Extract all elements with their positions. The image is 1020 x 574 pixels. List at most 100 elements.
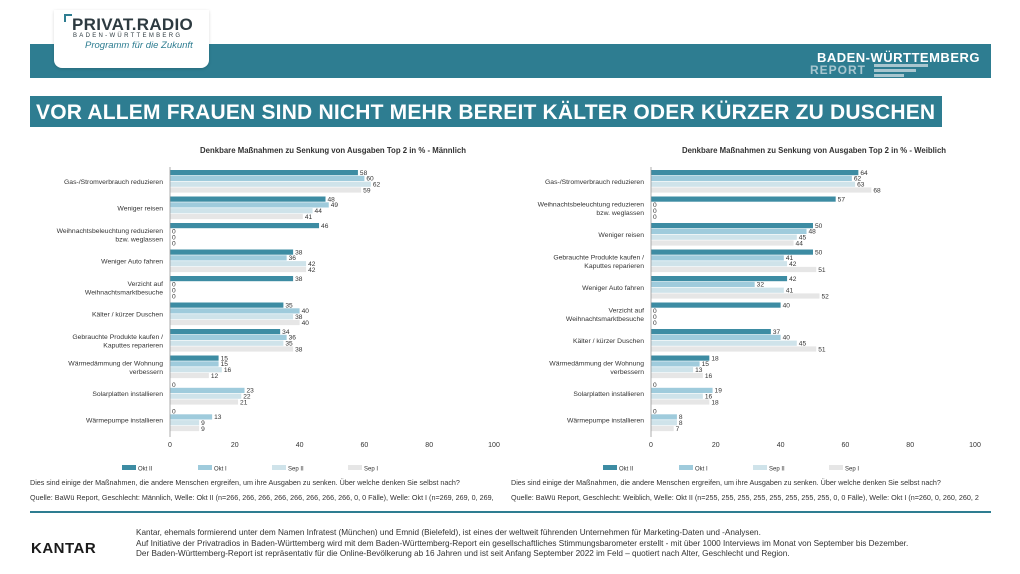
data-label: 15	[221, 361, 229, 368]
x-tick-label: 20	[712, 442, 720, 449]
category-label: Verzicht auf	[127, 281, 163, 288]
bar	[170, 361, 219, 367]
category-label: Gas-/Stromverbrauch reduzieren	[545, 179, 644, 186]
bar	[170, 346, 294, 352]
legend-swatch	[348, 465, 362, 470]
data-label: 59	[363, 187, 371, 194]
data-label: 0	[172, 229, 176, 236]
category-label: Gebrauchte Produkte kaufen /	[72, 334, 163, 341]
data-label: 42	[308, 261, 316, 268]
data-label: 40	[783, 302, 791, 309]
bar	[651, 425, 674, 432]
category-label: Wärmepumpe installieren	[567, 418, 644, 425]
legend-label: Okt II	[619, 467, 634, 473]
category-label: Kälter / kürzer Duschen	[92, 312, 163, 319]
report-bars-icon	[874, 64, 928, 77]
bar	[170, 187, 362, 193]
category-label: Weniger reisen	[117, 206, 163, 213]
data-label: 45	[799, 341, 807, 348]
legend-label: Okt I	[695, 467, 708, 473]
bar	[651, 187, 872, 193]
bar	[170, 334, 287, 340]
question-text: Dies sind einige der Maßnahmen, die ande…	[511, 478, 941, 487]
data-label: 21	[240, 399, 248, 406]
bar	[170, 208, 313, 214]
bar	[651, 414, 677, 420]
data-label: 44	[796, 240, 804, 247]
data-label: 36	[289, 255, 297, 262]
bar	[170, 319, 300, 326]
bar	[651, 334, 781, 340]
x-tick-label: 100	[488, 442, 500, 449]
bar	[651, 255, 784, 261]
legend-label: Okt II	[138, 467, 153, 473]
data-label: 8	[679, 414, 683, 421]
bar	[170, 355, 219, 361]
data-label: 22	[243, 394, 251, 401]
data-label: 38	[295, 276, 303, 283]
data-label: 51	[818, 346, 826, 353]
bar	[651, 361, 700, 367]
data-label: 48	[809, 229, 817, 236]
legend-swatch	[753, 465, 767, 470]
legend-swatch	[829, 465, 843, 470]
data-label: 45	[799, 235, 807, 242]
bar	[651, 329, 771, 335]
bar	[651, 266, 817, 273]
x-tick-label: 80	[425, 442, 433, 449]
data-label: 16	[705, 394, 713, 401]
bar	[170, 420, 200, 426]
report-title: BADEN-WÜRTTEMBERG	[816, 50, 980, 65]
bar	[170, 414, 213, 420]
bar	[170, 387, 245, 393]
data-label: 40	[302, 308, 310, 315]
data-label: 38	[295, 249, 303, 256]
bar	[170, 196, 326, 202]
data-label: 42	[789, 261, 797, 268]
logo-card	[54, 10, 209, 68]
bar	[170, 213, 303, 220]
category-label: Weihnachtsmarktbesuche	[566, 316, 644, 323]
data-label: 52	[821, 293, 829, 300]
bar	[170, 223, 320, 229]
x-tick-label: 60	[361, 442, 369, 449]
bar	[651, 346, 817, 352]
source-text: Quelle: BaWü Report, Geschlecht: Weiblic…	[511, 493, 979, 502]
data-label: 49	[331, 202, 339, 209]
x-tick-label: 0	[649, 442, 653, 449]
bar	[651, 420, 677, 426]
bar	[170, 308, 300, 314]
data-label: 0	[653, 202, 657, 209]
data-label: 60	[366, 176, 374, 183]
data-label: 16	[224, 367, 232, 374]
data-label: 46	[321, 223, 329, 230]
legend-swatch	[198, 465, 212, 470]
bar	[170, 181, 371, 187]
data-label: 0	[172, 408, 176, 415]
category-label: Wärmedämmung der Wohnung	[549, 360, 644, 367]
bar	[170, 340, 284, 346]
bar	[170, 261, 307, 267]
bar	[651, 367, 694, 373]
data-label: 0	[653, 214, 657, 221]
bar	[170, 329, 281, 335]
logo-subtitle: BADEN-WÜRTTEMBERG	[73, 33, 183, 39]
data-label: 62	[854, 176, 862, 183]
bar	[651, 175, 852, 181]
footer-line-2: Auf Initiative der Privatradios in Baden…	[136, 538, 909, 548]
data-label: 0	[172, 293, 176, 300]
category-label: bzw. weglassen	[115, 236, 163, 243]
data-label: 48	[328, 196, 336, 203]
data-label: 32	[757, 282, 765, 289]
report-subtitle: REPORT	[810, 63, 867, 77]
data-label: 19	[715, 388, 723, 395]
legend-label: Sep I	[845, 467, 859, 473]
legend-label: Sep II	[288, 467, 304, 473]
data-label: 9	[201, 420, 205, 427]
data-label: 41	[305, 214, 313, 221]
charts-canvas: Denkbare Maßnahmen zu Senkung von Ausgab…	[30, 146, 981, 502]
bar	[651, 276, 788, 282]
category-label: Solarplatten installieren	[573, 391, 644, 398]
bar	[170, 276, 294, 282]
bar	[651, 240, 794, 246]
